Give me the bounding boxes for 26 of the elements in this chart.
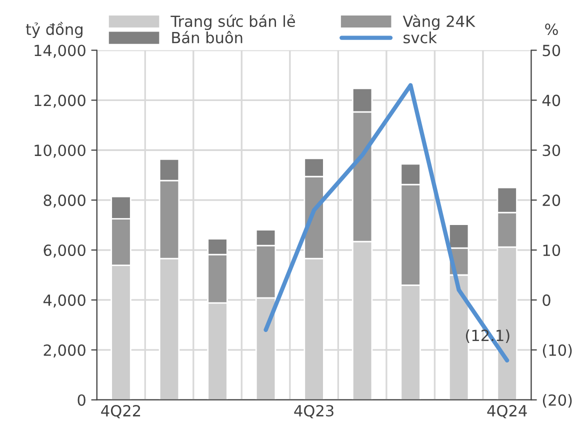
y2-axis-title: % <box>545 24 558 36</box>
y-tick-label: 8,000 <box>44 194 86 208</box>
y-tick-label: 10,000 <box>34 144 86 158</box>
legend-label: Vàng 24K <box>402 14 476 30</box>
y-tick-label: 6,000 <box>44 244 86 258</box>
y-tick-label: 14,000 <box>34 44 86 58</box>
legend-label: Bán buôn <box>172 30 242 44</box>
legend-label: Trang sức bán lẻ <box>170 14 295 30</box>
y-axis-title: tỷ đồng <box>26 22 82 38</box>
y2-tick-label: 40 <box>542 94 560 106</box>
y-tick-label: 2,000 <box>44 344 86 358</box>
y-tick-label: 4,000 <box>43 294 86 308</box>
x-tick-label: 4Q24 <box>487 404 527 418</box>
x-tick-label: 4Q23 <box>294 404 334 418</box>
y2-tick-label: 10 <box>543 244 560 256</box>
legend-label: svck <box>404 32 437 44</box>
y2-tick-label: 30 <box>542 144 560 156</box>
y-tick-label: 0 <box>78 394 86 406</box>
y2-tick-label: 20 <box>542 194 560 206</box>
y2-tick-label: 50 <box>542 44 560 56</box>
y-tick-label: 12,000 <box>34 94 86 108</box>
y2-tick-label: (20) <box>542 394 572 408</box>
y2-tick-label: 0 <box>542 294 550 306</box>
line-series <box>264 83 510 362</box>
y2-tick-label: (10) <box>542 344 572 358</box>
x-tick-label: 4Q22 <box>101 404 140 418</box>
